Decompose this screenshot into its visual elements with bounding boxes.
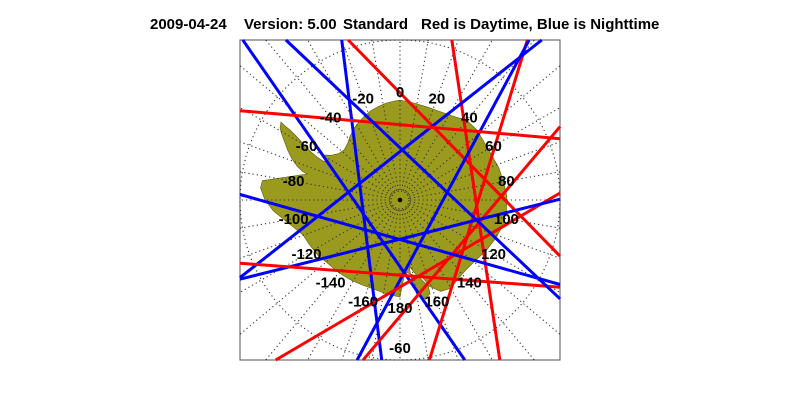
svg-text:60: 60	[485, 138, 502, 155]
svg-text:-140: -140	[316, 275, 346, 292]
svg-text:80: 80	[498, 173, 515, 190]
svg-text:-40: -40	[320, 109, 342, 126]
svg-text:-80: -80	[283, 173, 305, 190]
svg-text:-100: -100	[279, 211, 309, 228]
svg-text:140: 140	[457, 275, 482, 292]
svg-text:-60: -60	[389, 340, 411, 357]
svg-text:100: 100	[494, 211, 519, 228]
svg-text:160: 160	[424, 294, 449, 311]
svg-text:40: 40	[461, 109, 478, 126]
svg-text:-160: -160	[348, 294, 378, 311]
svg-text:-20: -20	[352, 91, 374, 108]
svg-text:20: 20	[429, 91, 446, 108]
svg-text:-120: -120	[291, 246, 321, 263]
svg-text:180: 180	[387, 300, 412, 317]
svg-text:-60: -60	[296, 138, 318, 155]
svg-text:120: 120	[481, 246, 506, 263]
svg-text:0: 0	[396, 84, 404, 101]
